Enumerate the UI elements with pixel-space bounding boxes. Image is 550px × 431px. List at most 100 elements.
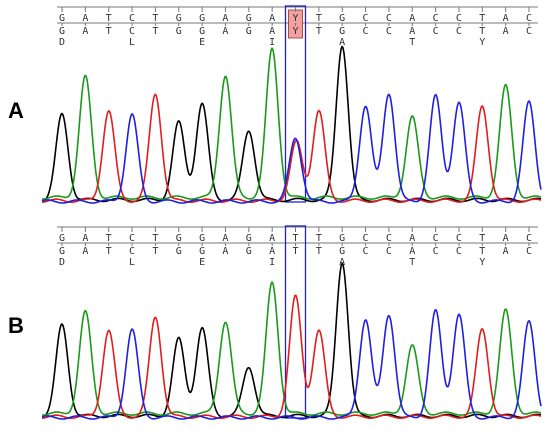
codon-base-label: T [479, 246, 485, 257]
codon-base-label: A [269, 26, 275, 37]
amino-acid-label: T [409, 37, 415, 48]
codon-base-label: C [129, 26, 135, 37]
codon-base-label: C [363, 246, 369, 257]
base-call-label: A [222, 13, 228, 24]
base-call-label: T [292, 233, 298, 244]
codon-base-label: C [386, 246, 392, 257]
amino-acid-label: D [59, 257, 65, 268]
base-call-label: C [526, 233, 532, 244]
codon-base-label: A [503, 246, 509, 257]
base-call-label: Y [292, 13, 298, 24]
codon-base-label: C [363, 26, 369, 37]
trace-a-channel [42, 47, 542, 200]
base-call-label: G [339, 233, 345, 244]
trace-a-channel [42, 281, 542, 416]
codon-base-label: T [106, 26, 112, 37]
panel-label-a: A [8, 98, 24, 123]
amino-acid-label: E [199, 37, 205, 48]
amino-acid-label: Y [479, 37, 485, 48]
codon-base-label: A [269, 246, 275, 257]
base-call-label: A [269, 13, 275, 24]
codon-base-label: T [106, 246, 112, 257]
base-call-label: T [106, 233, 112, 244]
codon-base-label: G [176, 26, 182, 37]
codon-base-label: T [479, 26, 485, 37]
trace-t-channel [41, 93, 542, 203]
amino-acid-label: A [339, 37, 345, 48]
codon-base-label: C [386, 26, 392, 37]
codon-base-label: G [176, 246, 182, 257]
base-call-label: G [199, 233, 205, 244]
codon-base-label: A [409, 246, 415, 257]
codon-base-label: T [152, 246, 158, 257]
base-call-label: A [503, 13, 509, 24]
codon-base-label: A [82, 26, 88, 37]
codon-base-label: C [456, 246, 462, 257]
amino-acid-label: E [199, 257, 205, 268]
base-call-label: G [246, 233, 252, 244]
codon-base-label: Y [292, 26, 298, 37]
base-call-label: T [479, 233, 485, 244]
variant-position-box [284, 5, 307, 203]
base-call-label: C [526, 13, 532, 24]
trace-g-channel [41, 262, 542, 419]
chromatogram-panel-b: BGGDAATTCCLTTGGGGEAAGGAAITTTTGGACCCCAATC… [8, 225, 542, 420]
panel-label-b: B [8, 313, 24, 338]
codon-base-label: A [503, 26, 509, 37]
trace-t-channel [41, 294, 542, 419]
trace-c-channel [41, 309, 542, 420]
base-call-label: C [386, 233, 392, 244]
codon-base-label: C [526, 26, 532, 37]
base-call-label: A [409, 13, 415, 24]
amino-acid-label: L [129, 257, 135, 268]
base-call-label: G [246, 13, 252, 24]
amino-acid-label: Y [479, 257, 485, 268]
codon-base-label: T [316, 246, 322, 257]
base-call-label: C [433, 233, 439, 244]
amino-acid-label: T [409, 257, 415, 268]
codon-base-label: C [456, 26, 462, 37]
amino-acid-label: D [59, 37, 65, 48]
base-call-label: G [199, 13, 205, 24]
codon-base-label: G [339, 246, 345, 257]
amino-acid-label: A [339, 257, 345, 268]
base-call-label: C [433, 13, 439, 24]
base-call-label: G [59, 233, 65, 244]
codon-base-label: A [222, 246, 228, 257]
base-call-label: C [129, 13, 135, 24]
codon-base-label: G [246, 246, 252, 257]
base-call-label: T [152, 13, 158, 24]
trace-c-channel [41, 93, 542, 204]
base-call-label: C [363, 13, 369, 24]
amino-acid-label: I [269, 37, 275, 48]
chromatogram-panel-a: AGGDAATTCCLTTGGGGEAAGGAAIYYTTGGACCCCAATC… [8, 5, 542, 204]
base-call-label: A [82, 233, 88, 244]
base-call-label: C [129, 233, 135, 244]
base-call-label: T [316, 13, 322, 24]
base-call-label: C [456, 233, 462, 244]
codon-base-label: G [339, 26, 345, 37]
codon-base-label: G [59, 246, 65, 257]
base-call-label: A [82, 13, 88, 24]
base-call-label: C [363, 233, 369, 244]
base-call-label: A [222, 233, 228, 244]
base-call-label: T [316, 233, 322, 244]
codon-base-label: C [129, 246, 135, 257]
codon-base-label: C [433, 246, 439, 257]
base-call-label: T [152, 233, 158, 244]
base-call-label: A [503, 233, 509, 244]
codon-base-label: T [152, 26, 158, 37]
codon-base-label: T [292, 246, 298, 257]
codon-base-label: A [82, 246, 88, 257]
codon-base-label: A [222, 26, 228, 37]
codon-base-label: A [409, 26, 415, 37]
amino-acid-label: L [129, 37, 135, 48]
codon-base-label: G [199, 26, 205, 37]
codon-base-label: C [433, 26, 439, 37]
base-call-label: T [479, 13, 485, 24]
base-call-label: C [386, 13, 392, 24]
codon-base-label: G [199, 246, 205, 257]
codon-base-label: T [316, 26, 322, 37]
trace-g-channel [41, 45, 542, 203]
